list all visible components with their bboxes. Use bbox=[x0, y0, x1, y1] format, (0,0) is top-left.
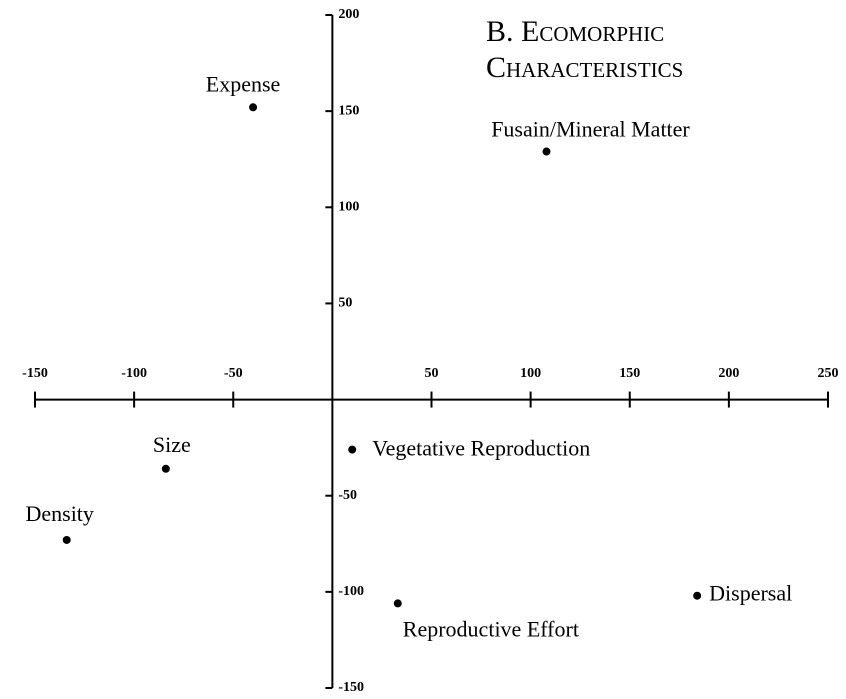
y-tick-label: 200 bbox=[338, 7, 359, 22]
y-tick-label: 150 bbox=[338, 103, 359, 118]
x-tick-label: 50 bbox=[425, 366, 439, 381]
point-label: Expense bbox=[206, 71, 281, 96]
point bbox=[693, 591, 702, 600]
point bbox=[348, 445, 357, 454]
y-tick-label: -150 bbox=[338, 680, 364, 695]
y-tick-label: 50 bbox=[338, 296, 352, 311]
point bbox=[62, 535, 71, 544]
point bbox=[542, 147, 551, 156]
x-tick-label: -100 bbox=[121, 366, 147, 381]
point bbox=[161, 464, 170, 473]
chart-title: B. Ecomorphic Characteristics bbox=[486, 15, 684, 84]
x-tick-label: 150 bbox=[619, 366, 640, 381]
x-tick-label: 100 bbox=[520, 366, 541, 381]
x-tick-label: 200 bbox=[718, 366, 739, 381]
point bbox=[249, 103, 258, 112]
point bbox=[393, 599, 402, 608]
point-label: Size bbox=[153, 432, 191, 457]
x-tick-label: -50 bbox=[224, 366, 243, 381]
point-label: Dispersal bbox=[709, 581, 792, 606]
point-label: Vegetative Reproduction bbox=[372, 436, 590, 461]
y-tick-label: 100 bbox=[338, 200, 359, 215]
x-tick-label: -150 bbox=[22, 366, 48, 381]
point-label: Fusain/Mineral Matter bbox=[491, 117, 690, 142]
y-tick-label: -50 bbox=[338, 488, 357, 503]
point-label: Reproductive Effort bbox=[403, 616, 579, 641]
point-label: Density bbox=[25, 501, 93, 526]
x-tick-label: 250 bbox=[818, 366, 839, 381]
y-tick-label: -100 bbox=[338, 584, 364, 599]
